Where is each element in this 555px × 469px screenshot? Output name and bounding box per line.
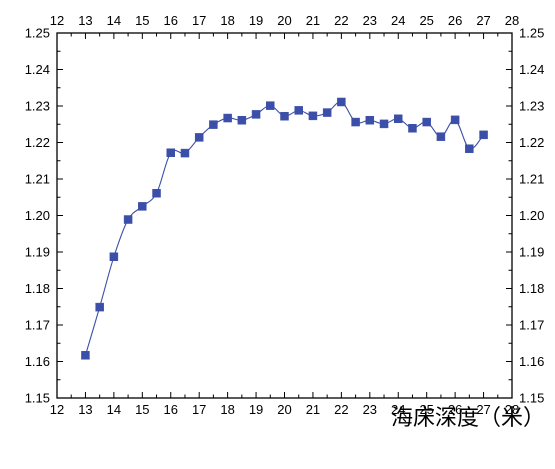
x-tick-label-bottom: 26 bbox=[448, 402, 462, 417]
data-point-marker bbox=[479, 130, 488, 140]
data-point-marker bbox=[237, 115, 247, 125]
y-tick-label-left: 1.17 bbox=[25, 318, 50, 333]
x-tick-label-bottom: 28 bbox=[505, 402, 519, 417]
y-tick-label-right: 1.21 bbox=[519, 172, 544, 187]
data-point-marker bbox=[109, 252, 119, 261]
data-point-marker bbox=[436, 132, 446, 141]
data-series bbox=[81, 97, 488, 360]
y-tick-label-left: 1.20 bbox=[25, 208, 50, 223]
y-tick-label-left: 1.15 bbox=[25, 391, 50, 406]
x-tick-label-top: 16 bbox=[164, 13, 178, 28]
x-tick-label-top: 27 bbox=[476, 13, 490, 28]
y-tick-label-right: 1.16 bbox=[519, 354, 544, 369]
y-tick-label-left: 1.16 bbox=[25, 354, 50, 369]
y-tick-label-right: 1.24 bbox=[519, 62, 544, 77]
data-point-marker bbox=[123, 215, 133, 224]
data-point-marker bbox=[166, 148, 175, 157]
data-point-marker bbox=[294, 106, 303, 115]
data-point-marker bbox=[408, 124, 417, 133]
x-tick-label-bottom: 16 bbox=[164, 402, 178, 417]
x-tick-label-top: 28 bbox=[505, 13, 519, 28]
x-tick-label-top: 20 bbox=[277, 13, 291, 28]
data-point-marker bbox=[394, 114, 403, 124]
axis-tick-labels: 12 12 13 13 14 14 15 15 16 16 17 17 18 18 19 19 20 20 21 21… bbox=[25, 13, 545, 417]
x-tick-label-bottom: 24 bbox=[391, 402, 405, 417]
y-tick-label-left: 1.25 bbox=[25, 26, 50, 41]
x-tick-label-top: 22 bbox=[334, 13, 348, 28]
x-tick-label-bottom: 14 bbox=[107, 402, 121, 417]
data-point-marker bbox=[351, 117, 360, 127]
data-point-marker bbox=[81, 351, 90, 360]
data-point-marker bbox=[465, 144, 474, 153]
data-point-marker bbox=[450, 115, 460, 125]
x-tick-label-top: 23 bbox=[363, 13, 377, 28]
y-tick-label-left: 1.24 bbox=[25, 62, 50, 77]
x-tick-label-bottom: 21 bbox=[306, 402, 320, 417]
x-tick-label-top: 18 bbox=[220, 13, 234, 28]
data-point-marker bbox=[266, 101, 275, 110]
data-point-marker bbox=[322, 108, 332, 117]
x-tick-label-top: 24 bbox=[391, 13, 405, 28]
x-tick-label-bottom: 17 bbox=[192, 402, 206, 417]
x-tick-label-top: 17 bbox=[192, 13, 206, 28]
x-tick-label-top: 25 bbox=[419, 13, 433, 28]
x-tick-label-bottom: 20 bbox=[277, 402, 291, 417]
x-tick-label-bottom: 13 bbox=[78, 402, 92, 417]
data-point-marker bbox=[180, 148, 190, 158]
series-line bbox=[84, 101, 484, 356]
data-point-marker bbox=[379, 119, 389, 129]
x-tick-label-top: 21 bbox=[306, 13, 320, 28]
y-tick-label-right: 1.20 bbox=[519, 208, 544, 223]
data-point-marker bbox=[138, 202, 147, 211]
x-axis-title: 海床深度（米） bbox=[391, 406, 545, 431]
x-tick-label-bottom: 25 bbox=[419, 402, 433, 417]
axis-ticks bbox=[56, 32, 513, 399]
x-tick-label-bottom: 22 bbox=[334, 402, 348, 417]
x-tick-label-top: 19 bbox=[249, 13, 263, 28]
y-tick-label-left: 1.19 bbox=[25, 245, 50, 260]
y-tick-label-right: 1.18 bbox=[519, 281, 544, 296]
x-tick-label-bottom: 15 bbox=[135, 402, 149, 417]
data-point-marker bbox=[422, 117, 431, 127]
y-tick-label-right: 1.15 bbox=[519, 391, 544, 406]
data-point-marker bbox=[337, 97, 346, 107]
y-tick-label-left: 1.22 bbox=[25, 135, 50, 150]
data-point-marker bbox=[209, 120, 218, 129]
y-tick-label-right: 1.23 bbox=[519, 99, 544, 114]
data-point-marker bbox=[194, 133, 204, 142]
x-tick-label-top: 15 bbox=[135, 13, 149, 28]
data-point-marker bbox=[308, 111, 318, 121]
x-tick-label-top: 14 bbox=[107, 13, 121, 28]
data-point-marker bbox=[95, 302, 104, 312]
data-point-marker bbox=[365, 115, 375, 125]
x-tick-label-bottom: 12 bbox=[50, 402, 64, 417]
x-tick-label-top: 26 bbox=[448, 13, 462, 28]
y-tick-label-right: 1.17 bbox=[519, 318, 544, 333]
y-tick-label-left: 1.23 bbox=[25, 99, 50, 114]
y-tick-label-right: 1.19 bbox=[519, 245, 544, 260]
y-tick-label-right: 1.22 bbox=[519, 135, 544, 150]
x-tick-label-bottom: 19 bbox=[249, 402, 263, 417]
x-tick-label-top: 13 bbox=[78, 13, 92, 28]
y-tick-label-left: 1.18 bbox=[25, 281, 50, 296]
data-point-marker bbox=[280, 111, 289, 121]
data-point-marker bbox=[223, 113, 232, 123]
x-tick-label-bottom: 27 bbox=[476, 402, 490, 417]
x-tick-label-top: 12 bbox=[50, 13, 64, 28]
data-point-marker bbox=[251, 110, 261, 119]
y-tick-label-left: 1.21 bbox=[25, 172, 50, 187]
y-tick-label-right: 1.25 bbox=[519, 26, 544, 41]
data-point-marker bbox=[152, 188, 161, 198]
x-tick-label-bottom: 18 bbox=[220, 402, 234, 417]
x-tick-label-bottom: 23 bbox=[363, 402, 377, 417]
